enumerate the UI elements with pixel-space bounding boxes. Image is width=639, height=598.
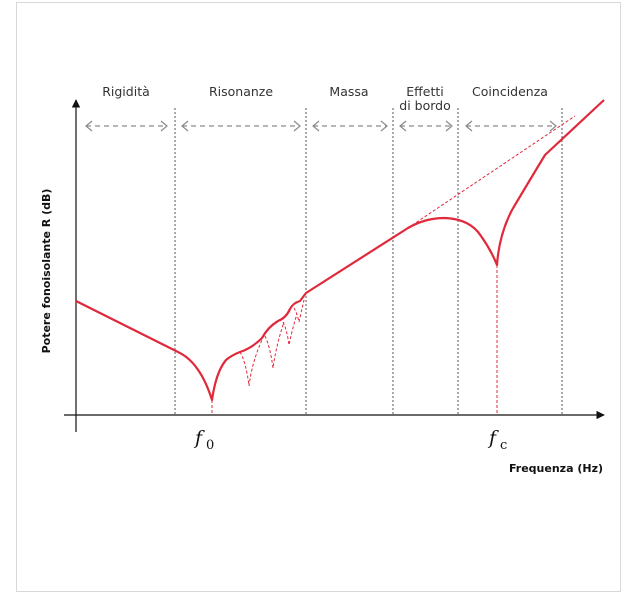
resonance-dip-4 xyxy=(293,299,305,323)
mass-law-extension xyxy=(407,115,576,229)
resonance-dip-1 xyxy=(239,339,263,387)
region-label-mass: Massa xyxy=(329,84,368,99)
fc-marker: f c xyxy=(487,427,507,453)
resonance-dip-2 xyxy=(264,321,285,369)
span-arrow-edge xyxy=(399,120,453,132)
f0-symbol: f xyxy=(193,427,205,449)
fc-subscript: c xyxy=(500,438,507,453)
f0-marker: f 0 xyxy=(193,427,214,453)
curve-extensions xyxy=(211,115,576,415)
span-arrow-resonance xyxy=(181,120,301,132)
x-axis-label: Frequenza (Hz) xyxy=(509,462,603,475)
region-label-edge-2: di bordo xyxy=(399,98,450,113)
insulation-curve xyxy=(75,99,605,402)
y-axis-label: Potere fonoisolante R (dB) xyxy=(40,189,53,354)
region-separators xyxy=(174,108,563,415)
region-label-edge-1: Effetti xyxy=(406,84,443,99)
span-arrow-mass xyxy=(312,120,388,132)
fc-symbol: f xyxy=(487,427,499,449)
diagram-frame xyxy=(16,2,621,592)
region-label-resonance: Risonanze xyxy=(209,84,273,99)
region-span-arrows xyxy=(85,120,557,132)
span-arrow-coincidence xyxy=(465,120,557,132)
region-label-coincidence: Coincidenza xyxy=(472,84,548,99)
resonance-dip-3 xyxy=(282,313,298,346)
f0-subscript: 0 xyxy=(206,438,214,453)
span-arrow-rigidity xyxy=(85,120,168,132)
region-label-rigidity: Rigidità xyxy=(102,84,150,99)
